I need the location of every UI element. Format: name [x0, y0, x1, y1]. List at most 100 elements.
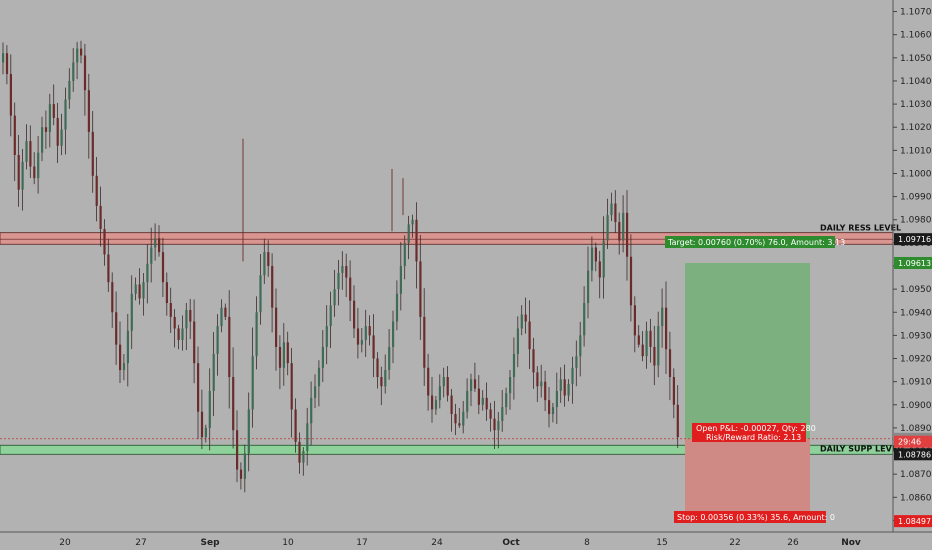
candle-body [657, 326, 660, 366]
candle-body [618, 222, 621, 241]
candle-body [177, 328, 180, 341]
ress-level-label: DAILY RESS LEVEL [820, 224, 901, 233]
time-tick-label[interactable]: Sep [200, 538, 220, 548]
time-tick-label[interactable]: Oct [502, 538, 520, 548]
candle-body [415, 219, 418, 262]
price-tick-label[interactable]: 1.08600 [900, 493, 932, 503]
price-tick-label[interactable]: 1.09400 [900, 308, 932, 318]
candle-body [321, 346, 324, 368]
candle-body [598, 261, 601, 278]
price-tick-label[interactable]: 1.10500 [900, 54, 932, 64]
time-tick-label[interactable]: 26 [787, 538, 799, 548]
price-tick-label[interactable]: 1.10000 [900, 169, 932, 179]
candle-body [388, 346, 391, 371]
time-tick-label[interactable]: Nov [841, 538, 861, 548]
candle-body [25, 141, 28, 162]
time-tick-label[interactable]: 17 [356, 538, 367, 548]
candle-body [239, 469, 243, 479]
candle-body [423, 316, 426, 368]
candle-body [555, 390, 558, 408]
price-tick-label[interactable]: 1.08700 [900, 470, 932, 480]
candle-body [368, 326, 371, 336]
candle-body [403, 242, 406, 266]
price-tick-label[interactable]: 1.10400 [900, 77, 932, 87]
candle-body [130, 293, 133, 331]
price-tick-label[interactable]: 1.09800 [900, 216, 932, 226]
time-tick-label[interactable]: 20 [59, 538, 71, 548]
candle-body [446, 377, 449, 396]
price-tick-label[interactable]: 1.09900 [900, 193, 932, 203]
candle-body [431, 395, 434, 410]
candle-body [610, 203, 613, 216]
candle-body [146, 263, 149, 283]
candle-body [197, 363, 200, 412]
candle-body [134, 284, 137, 294]
time-tick-label[interactable]: 8 [584, 538, 590, 548]
candle-body [158, 238, 161, 253]
price-tick-label[interactable]: 1.09500 [900, 285, 932, 295]
price-tick-label[interactable]: 1.10300 [900, 100, 932, 110]
candle-body [641, 344, 644, 357]
candle-body [290, 363, 293, 410]
candle-body [470, 379, 473, 391]
candle-body [80, 48, 83, 56]
candle-body [142, 282, 145, 299]
candle-body [87, 90, 90, 132]
candle-body [473, 379, 477, 389]
price-tick-label[interactable]: 1.09100 [900, 378, 932, 388]
target-price-tag[interactable]: 1.09613 [898, 259, 931, 268]
candle-body [76, 48, 79, 63]
time-axis[interactable]: 20 27 Sep 10 17 24 Oct 8 15 22 26 Nov [59, 538, 861, 548]
candle-body [5, 53, 9, 75]
candle-body [637, 335, 640, 345]
candle-body [399, 266, 402, 294]
candle-body [520, 314, 523, 329]
candle-body [454, 414, 457, 424]
supp-level-label: DAILY SUPP LEVEL [820, 444, 902, 453]
candle-body [563, 379, 566, 396]
stop-price-tag[interactable]: 1.08497 [898, 517, 931, 526]
time-tick-label[interactable]: 22 [729, 538, 740, 548]
candle-body [407, 224, 410, 243]
candle-body [91, 131, 94, 176]
time-tick-label[interactable]: 10 [282, 538, 294, 548]
candle-body [267, 252, 270, 266]
candle-body [438, 386, 441, 401]
price-tick-label[interactable]: 1.08900 [900, 424, 932, 434]
candle-body [661, 307, 664, 327]
price-tick-label[interactable]: 1.10600 [900, 31, 932, 41]
supp-price-tag-bg [894, 448, 932, 461]
candle-body [376, 358, 379, 378]
candle-body [44, 127, 48, 132]
candle-body [317, 367, 321, 387]
time-tick-label[interactable]: 27 [135, 538, 146, 548]
candle-body [208, 390, 211, 428]
position-layer [0, 262, 893, 522]
ress-price-tag[interactable]: 1.09716 [898, 235, 931, 244]
candle-body [68, 80, 71, 100]
price-tick-label[interactable]: 1.09300 [900, 331, 932, 341]
countdown-tag[interactable]: 29:46 [898, 438, 921, 447]
time-tick-label[interactable]: 24 [431, 538, 443, 548]
price-tick-label[interactable]: 1.10700 [900, 8, 932, 18]
candle-body [626, 212, 629, 257]
time-tick-label[interactable]: 15 [656, 538, 667, 548]
price-tick-label[interactable]: 1.10200 [900, 123, 932, 133]
price-axis[interactable]: 1.10700 1.10600 1.10500 1.10400 1.10300 1.102… [893, 8, 932, 528]
price-tick-label[interactable]: 1.10100 [900, 146, 932, 156]
supp-price-tag[interactable]: 1.08786 [898, 450, 931, 459]
candle-body [458, 423, 461, 426]
candle-body [232, 377, 235, 431]
candle-body [150, 247, 153, 264]
candle-body [294, 409, 297, 442]
candle-body [645, 330, 648, 357]
candle-body [169, 303, 172, 317]
candle-body [579, 335, 582, 357]
price-tick-label[interactable]: 1.09200 [900, 355, 932, 365]
candle-body [516, 328, 519, 354]
target-label: Target: 0.00760 (0.70%) 76.0, Amount: 3.… [667, 238, 845, 247]
stop-zone [685, 438, 810, 522]
candle-body [189, 309, 192, 322]
price-tick-label[interactable]: 1.09000 [900, 401, 932, 411]
